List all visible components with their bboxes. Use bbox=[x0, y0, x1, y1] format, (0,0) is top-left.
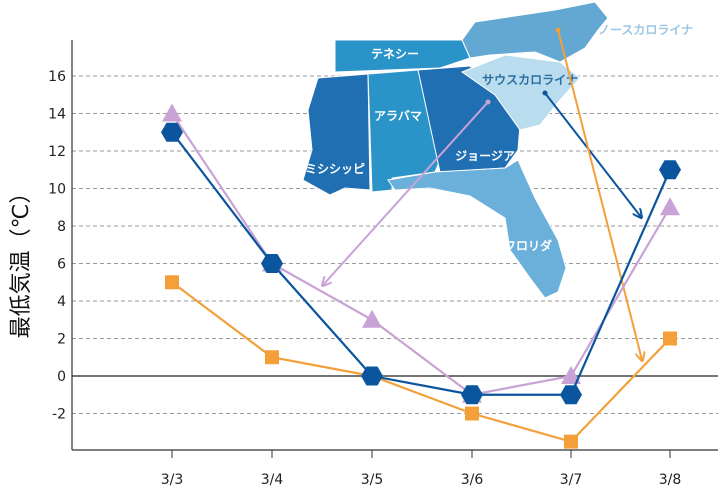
y-tick-label: 6 bbox=[57, 257, 66, 273]
state-tennessee bbox=[334, 39, 471, 73]
y-tick-label: 10 bbox=[48, 182, 66, 198]
map-label: フロリダ bbox=[504, 238, 552, 253]
map-label: ミシシッピ bbox=[305, 162, 365, 176]
axes bbox=[71, 40, 718, 458]
data-point-hexagon bbox=[161, 122, 183, 142]
pointer-origin bbox=[485, 99, 491, 105]
map-pointer-arrows bbox=[323, 27, 642, 361]
pointer-arrow bbox=[323, 101, 489, 285]
data-point-hexagon bbox=[361, 366, 383, 386]
data-point-hexagon bbox=[261, 254, 283, 273]
data-point-square bbox=[265, 350, 279, 365]
data-point-triangle bbox=[162, 103, 182, 122]
map-label: ジョージア bbox=[455, 149, 515, 163]
x-tick-label: 3/4 bbox=[261, 472, 284, 488]
y-tick-label: 8 bbox=[57, 219, 66, 235]
data-point-square bbox=[165, 275, 179, 290]
state-mississippi bbox=[302, 73, 371, 196]
map-label: ノースカロライナ bbox=[598, 23, 693, 37]
pointer-origin bbox=[542, 90, 548, 96]
data-point-triangle bbox=[561, 366, 581, 384]
data-point-triangle bbox=[362, 309, 382, 328]
state-south-carolina bbox=[460, 54, 581, 131]
map-label: テネシー bbox=[371, 47, 419, 61]
state-north-carolina bbox=[461, 1, 609, 63]
x-tick-label: 3/5 bbox=[361, 472, 384, 488]
data-point-hexagon bbox=[659, 160, 681, 180]
y-tick-label: 14 bbox=[48, 107, 66, 123]
pointer-origin bbox=[555, 27, 561, 33]
y-tick-labels: -2 0 2 4 6 8 10 12 14 16 bbox=[48, 69, 66, 423]
y-tick-label: -2 bbox=[52, 407, 66, 423]
x-tick-label: 3/6 bbox=[461, 472, 484, 488]
map-label: アラバマ bbox=[374, 109, 422, 123]
map-label: サウスカロライナ bbox=[482, 73, 578, 87]
y-tick-label: 0 bbox=[57, 369, 66, 385]
x-tick-label: 3/7 bbox=[560, 472, 583, 488]
x-tick-labels: 3/3 3/4 3/5 3/6 3/7 3/8 bbox=[161, 472, 682, 488]
y-tick-label: 2 bbox=[57, 332, 66, 348]
data-point-hexagon bbox=[461, 385, 483, 405]
y-axis-label: 最低気温（℃） bbox=[9, 182, 34, 339]
pointer-arrow bbox=[557, 29, 642, 360]
state-florida bbox=[387, 159, 567, 299]
series-line bbox=[171, 131, 672, 396]
y-tick-label: 12 bbox=[48, 144, 66, 160]
series-group bbox=[161, 103, 681, 449]
pointer-arrow bbox=[544, 92, 641, 217]
series-hexagon bbox=[161, 122, 681, 405]
y-tick-label: 4 bbox=[57, 294, 66, 310]
data-point-square bbox=[663, 331, 677, 346]
x-tick-label: 3/8 bbox=[659, 472, 682, 488]
data-point-hexagon bbox=[560, 385, 582, 405]
series-line bbox=[171, 112, 671, 396]
data-point-triangle bbox=[660, 197, 680, 216]
y-tick-label: 16 bbox=[48, 69, 66, 85]
data-point-square bbox=[564, 434, 578, 449]
series-line bbox=[171, 281, 671, 443]
data-point-square bbox=[465, 406, 479, 421]
x-tick-label: 3/3 bbox=[161, 472, 184, 488]
